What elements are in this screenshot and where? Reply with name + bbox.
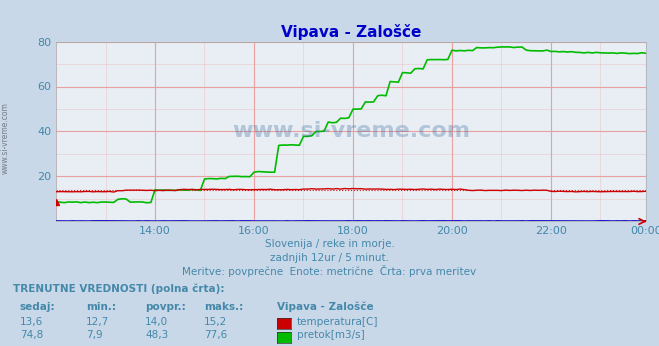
- Text: 77,6: 77,6: [204, 330, 227, 340]
- Text: www.si-vreme.com: www.si-vreme.com: [232, 121, 470, 142]
- Text: 13,6: 13,6: [20, 317, 43, 327]
- Text: www.si-vreme.com: www.si-vreme.com: [1, 102, 10, 174]
- Text: 12,7: 12,7: [86, 317, 109, 327]
- Text: sedaj:: sedaj:: [20, 302, 55, 312]
- Text: 48,3: 48,3: [145, 330, 168, 340]
- Text: pretok[m3/s]: pretok[m3/s]: [297, 330, 364, 340]
- Text: Vipava - Zalošče: Vipava - Zalošče: [277, 301, 374, 312]
- Text: Meritve: povprečne  Enote: metrične  Črta: prva meritev: Meritve: povprečne Enote: metrične Črta:…: [183, 265, 476, 277]
- Text: 74,8: 74,8: [20, 330, 43, 340]
- Text: povpr.:: povpr.:: [145, 302, 186, 312]
- Text: 14,0: 14,0: [145, 317, 168, 327]
- Text: zadnjih 12ur / 5 minut.: zadnjih 12ur / 5 minut.: [270, 253, 389, 263]
- Text: 7,9: 7,9: [86, 330, 102, 340]
- Text: Slovenija / reke in morje.: Slovenija / reke in morje.: [264, 239, 395, 249]
- Text: 15,2: 15,2: [204, 317, 227, 327]
- Text: temperatura[C]: temperatura[C]: [297, 317, 378, 327]
- Text: min.:: min.:: [86, 302, 116, 312]
- Title: Vipava - Zalošče: Vipava - Zalošče: [281, 24, 421, 40]
- Text: TRENUTNE VREDNOSTI (polna črta):: TRENUTNE VREDNOSTI (polna črta):: [13, 284, 225, 294]
- Text: maks.:: maks.:: [204, 302, 244, 312]
